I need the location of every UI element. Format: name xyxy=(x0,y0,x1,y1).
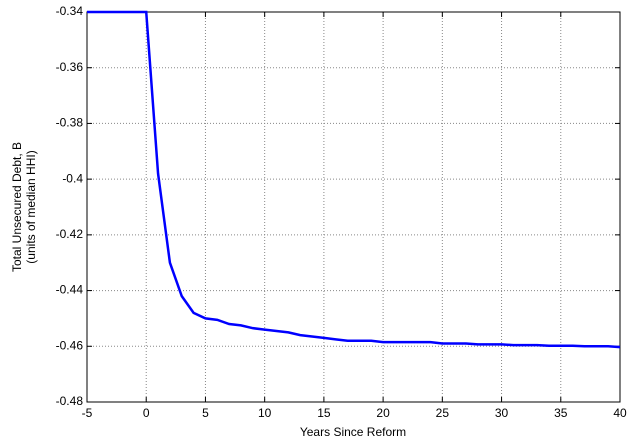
y-axis-label: (units of median HHI) xyxy=(24,150,38,263)
x-tick-label: 5 xyxy=(202,406,209,420)
y-tick-label: -0.44 xyxy=(56,283,84,297)
y-tick-label: -0.34 xyxy=(56,4,84,18)
x-axis-label: Years Since Reform xyxy=(300,425,406,439)
x-tick-label: 0 xyxy=(143,406,150,420)
x-tick-label: 15 xyxy=(317,406,331,420)
y-tick-label: -0.48 xyxy=(56,394,84,408)
y-tick-label: -0.36 xyxy=(56,60,84,74)
y-tick-label: -0.4 xyxy=(62,171,83,185)
y-tick-label: -0.46 xyxy=(56,338,84,352)
data-line xyxy=(87,10,621,349)
x-tick-label: 30 xyxy=(495,406,509,420)
x-tick-label: 35 xyxy=(554,406,568,420)
x-tick-label: -5 xyxy=(82,406,93,420)
plot-frame xyxy=(86,11,621,403)
x-tick-label: 20 xyxy=(376,406,390,420)
x-tick-label: 10 xyxy=(258,406,272,420)
y-tick-label: -0.38 xyxy=(56,116,84,130)
x-tick-label: 40 xyxy=(613,406,627,420)
y-tick-label: -0.42 xyxy=(56,227,84,241)
x-tick-label: 25 xyxy=(436,406,450,420)
y-axis-label: Total Unsecured Debt, B xyxy=(10,142,24,272)
